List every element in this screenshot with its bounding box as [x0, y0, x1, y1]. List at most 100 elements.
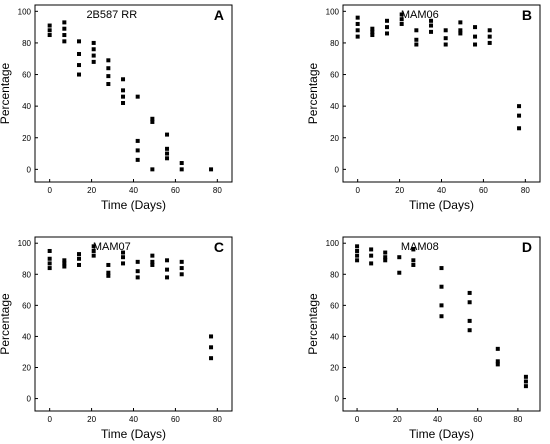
data-point — [91, 59, 96, 64]
data-point — [355, 244, 360, 249]
data-point — [385, 31, 390, 36]
data-point — [439, 303, 444, 308]
panel-letter: B — [522, 7, 532, 23]
data-point — [467, 290, 472, 295]
data-point — [165, 275, 170, 280]
data-point — [523, 384, 528, 389]
data-point — [399, 21, 404, 26]
data-point — [355, 248, 360, 253]
data-point — [91, 47, 96, 52]
data-point — [77, 72, 82, 77]
x-axis-label: Time (Days) — [101, 427, 166, 441]
y-tick-label: 100 — [326, 7, 340, 16]
data-point — [106, 66, 111, 71]
x-tick-label: 20 — [393, 415, 402, 424]
data-point — [47, 261, 52, 266]
data-point — [467, 300, 472, 305]
y-tick-label: 0 — [335, 395, 340, 404]
data-point — [495, 359, 500, 364]
y-tick-label: 40 — [330, 332, 339, 341]
x-tick-label: 0 — [47, 415, 52, 424]
y-tick-label: 100 — [18, 7, 32, 16]
data-point — [150, 116, 155, 121]
data-point — [91, 244, 96, 249]
data-point — [179, 266, 184, 271]
data-point — [439, 314, 444, 319]
y-tick-label: 40 — [22, 332, 31, 341]
y-tick-label: 80 — [22, 270, 31, 279]
data-point — [473, 42, 478, 47]
data-point — [517, 113, 522, 118]
chart-panel-a: 0 20 40 60 80 0 20 40 60 80 100 Time (Days) Percenta… — [0, 4, 233, 212]
data-point — [62, 26, 67, 31]
y-tick-label: 100 — [326, 239, 340, 248]
data-point — [135, 138, 140, 143]
chart-panel-d: 0 20 40 60 80 0 20 40 60 80 100 Time (Days) Percenta… — [306, 236, 541, 441]
y-axis-label: Percentage — [306, 293, 320, 355]
data-point — [523, 379, 528, 384]
data-point — [106, 262, 111, 267]
data-point — [77, 256, 82, 261]
y-tick-label: 20 — [330, 134, 339, 143]
x-tick-label: 80 — [213, 415, 222, 424]
x-tick-label: 40 — [433, 415, 442, 424]
data-point — [135, 157, 140, 162]
data-point — [121, 250, 126, 255]
data-point — [458, 28, 463, 33]
y-tick-label: 0 — [27, 165, 32, 174]
data-point — [121, 88, 126, 93]
data-point — [91, 253, 96, 258]
data-point — [179, 259, 184, 264]
x-tick-label: 0 — [355, 186, 360, 195]
data-point — [135, 148, 140, 153]
y-axis-label: Percentage — [0, 293, 12, 355]
data-point — [473, 25, 478, 30]
data-point — [106, 58, 111, 63]
x-tick-label: 0 — [355, 415, 360, 424]
data-point — [439, 284, 444, 289]
data-point — [47, 266, 52, 271]
x-tick-label: 60 — [473, 415, 482, 424]
data-point — [355, 15, 360, 20]
data-point — [414, 37, 419, 42]
data-point — [47, 256, 52, 261]
plot-frame — [34, 4, 233, 183]
x-axis-label: Time (Days) — [409, 198, 474, 212]
data-point — [62, 264, 67, 269]
x-tick-label: 60 — [171, 415, 180, 424]
data-point — [467, 328, 472, 333]
data-point — [179, 272, 184, 277]
panel-title: MAM06 — [401, 9, 439, 21]
data-point — [106, 273, 111, 278]
x-tick-label: 80 — [213, 186, 222, 195]
data-point — [355, 28, 360, 33]
data-point — [179, 167, 184, 172]
x-tick-label: 40 — [437, 186, 446, 195]
y-axis-label: Percentage — [306, 62, 320, 124]
panel-title: MAM08 — [401, 241, 439, 253]
data-point — [62, 261, 67, 266]
data-point — [370, 26, 375, 31]
data-point — [355, 21, 360, 26]
data-point — [473, 34, 478, 39]
y-tick-label: 20 — [330, 364, 339, 373]
data-point — [106, 82, 111, 87]
y-tick-label: 20 — [22, 134, 31, 143]
x-tick-label: 60 — [171, 186, 180, 195]
panel-letter: C — [214, 239, 224, 255]
data-point — [443, 28, 448, 33]
panel-letter: A — [214, 7, 224, 23]
data-point — [209, 356, 214, 361]
data-point — [165, 258, 170, 263]
data-point — [429, 29, 434, 34]
data-point — [150, 259, 155, 264]
x-tick-label: 80 — [521, 186, 530, 195]
data-point — [397, 255, 402, 260]
data-point — [443, 42, 448, 47]
data-point — [209, 334, 214, 339]
data-point — [47, 23, 52, 28]
data-point — [370, 33, 375, 38]
data-point — [91, 248, 96, 253]
x-tick-label: 0 — [47, 186, 52, 195]
y-tick-label: 60 — [330, 71, 339, 80]
